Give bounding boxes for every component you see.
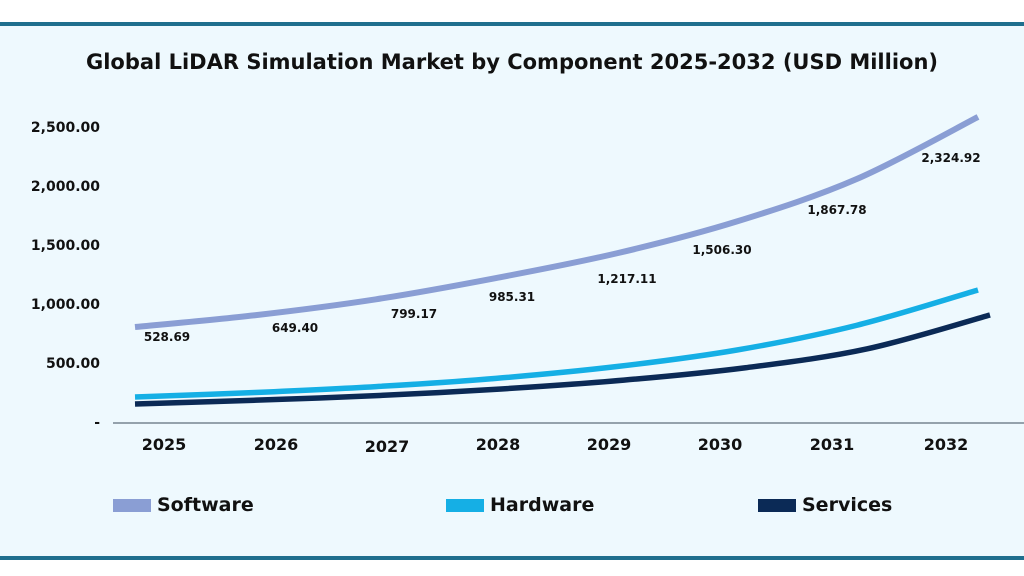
data-label: 649.40 — [272, 321, 318, 335]
x-tick-label: 2029 — [587, 435, 632, 454]
y-tick-label: - — [94, 415, 100, 431]
legend-swatch-software — [113, 498, 151, 512]
legend-item-software: Software — [113, 494, 254, 516]
series-line-services — [134, 312, 991, 407]
x-tick-label: 2025 — [142, 435, 187, 454]
x-tick-label: 2027 — [365, 437, 410, 456]
legend-item-hardware: Hardware — [446, 494, 594, 516]
series-line-software — [134, 114, 980, 330]
legend-swatch-services — [758, 498, 796, 512]
legend-item-services: Services — [758, 494, 892, 516]
data-label: 1,217.11 — [597, 272, 656, 286]
y-tick-label: 1,000.00 — [31, 297, 100, 313]
legend-swatch-hardware — [446, 498, 484, 512]
chart-title: Global LiDAR Simulation Market by Compon… — [86, 50, 938, 74]
y-tick-label: 2,000.00 — [31, 179, 100, 195]
chart-frame — [0, 22, 1024, 560]
data-label: 2,324.92 — [921, 151, 980, 165]
legend-label-services: Services — [802, 494, 893, 516]
x-tick-label: 2032 — [924, 435, 969, 454]
series-line-hardware — [134, 287, 979, 400]
x-tick-label: 2030 — [698, 435, 743, 454]
legend-label-software: Software — [157, 494, 254, 516]
legend-label-hardware: Hardware — [490, 494, 595, 516]
x-tick-label: 2026 — [254, 435, 299, 454]
data-label: 1,506.30 — [692, 243, 751, 257]
y-tick-label: 500.00 — [46, 356, 100, 372]
data-label: 799.17 — [391, 307, 437, 321]
data-label: 985.31 — [489, 290, 535, 304]
x-tick-label: 2031 — [810, 435, 855, 454]
x-tick-label: 2028 — [476, 435, 521, 454]
y-tick-label: 2,500.00 — [31, 120, 100, 136]
data-label: 528.69 — [144, 330, 190, 344]
data-label: 1,867.78 — [807, 203, 866, 217]
y-tick-label: 1,500.00 — [31, 238, 100, 254]
